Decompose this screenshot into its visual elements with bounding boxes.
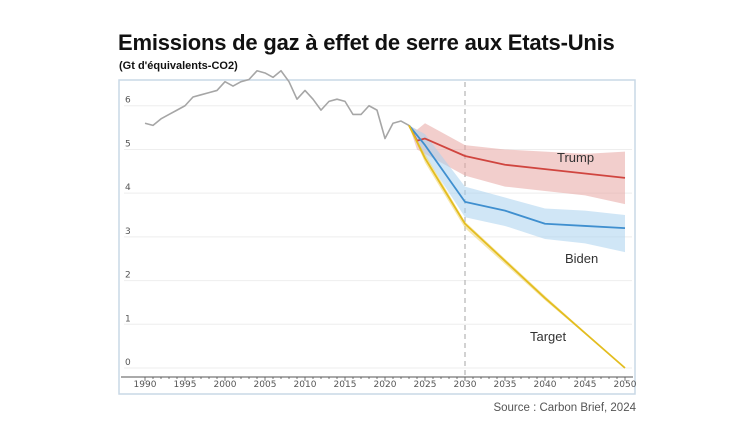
biden-line [408, 124, 626, 230]
x-tick-label-1990: 1990 [134, 380, 157, 390]
historical-line [144, 69, 410, 140]
series-labels: Trump Biden Target [530, 150, 598, 344]
x-tick-label-2050: 2050 [614, 380, 637, 390]
y-tick-label-5: 5 [125, 139, 131, 149]
tick-labels: 1990 1995 2000 2005 2010 2015 2020 2025 2030 2035… [125, 96, 637, 390]
x-tick-label-2020: 2020 [374, 380, 397, 390]
trump-line [408, 124, 626, 179]
target-line [408, 125, 626, 369]
x-tick-label-2025: 2025 [414, 380, 437, 390]
y-tick-label-1: 1 [125, 314, 131, 324]
x-tick-label-2015: 2015 [334, 380, 357, 390]
x-tick-label-2030: 2030 [454, 380, 477, 390]
target-label: Target [530, 329, 567, 344]
biden-label: Biden [565, 251, 598, 266]
x-tick-label-2035: 2035 [494, 380, 517, 390]
series-lines [144, 69, 626, 369]
y-tick-label-3: 3 [125, 227, 131, 237]
uncertainty-bands [409, 123, 625, 369]
x-tick-label-1995: 1995 [174, 380, 197, 390]
source-note: Source : Carbon Brief, 2024 [493, 402, 636, 414]
y-tick-label-2: 2 [125, 271, 131, 281]
trump-label: Trump [557, 150, 594, 165]
y-tick-label-0: 0 [125, 358, 131, 368]
x-tick-label-2005: 2005 [254, 380, 277, 390]
x-tick-label-2040: 2040 [534, 380, 557, 390]
biden-band [409, 125, 625, 253]
x-tick-label-2045: 2045 [574, 380, 597, 390]
chart-title: Emissions de gaz à effet de serre aux Et… [118, 30, 615, 55]
x-tick-label-2010: 2010 [294, 380, 317, 390]
chart-subtitle: (Gt d'équivalents-CO2) [119, 60, 238, 72]
trump-band [409, 123, 625, 205]
x-tick-label-2000: 2000 [214, 380, 237, 390]
y-tick-label-4: 4 [125, 183, 131, 193]
y-tick-label-6: 6 [125, 96, 131, 106]
